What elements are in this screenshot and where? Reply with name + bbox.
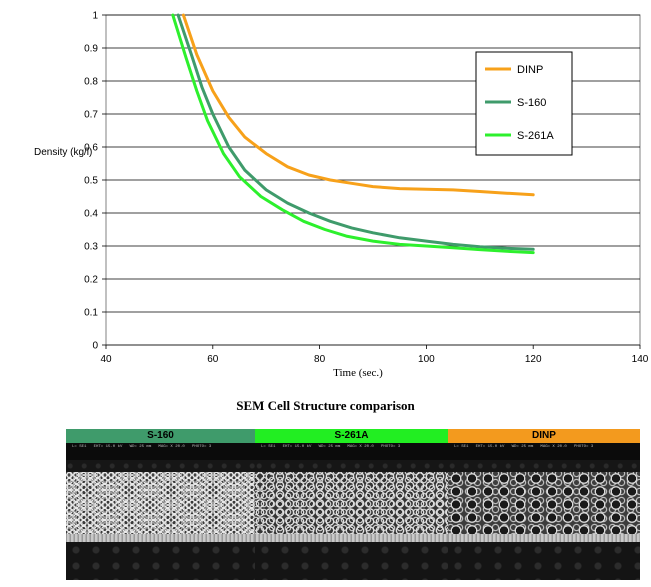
sem-label-s160: S-160	[66, 429, 255, 443]
sem-meta-s160: L= SE1 EHT= 15.0 kV WD= 25 mm MAG= X 20.…	[66, 443, 255, 460]
y-tick-label: 0.7	[84, 110, 98, 121]
series-lines	[171, 13, 535, 255]
sem-meta-s261a: L= SE1 EHT= 15.0 kV WD= 25 mm MAG= X 20.…	[255, 443, 448, 460]
sem-title: SEM Cell Structure comparison	[236, 398, 415, 413]
y-tick-label: 0.8	[84, 77, 98, 88]
sem-meta-dinp: L= SE1 EHT= 15.0 kV WD= 25 mm MAG= X 20.…	[448, 443, 640, 460]
sem-label-s261a: S-261A	[255, 429, 448, 443]
sem-panel-s160: S-160 L= SE1 EHT= 15.0 kV WD= 25 mm MAG=…	[66, 429, 255, 580]
density-chart: 0 0.1 0.2 0.3 0.4 0.5 0.6 0.7 0.8 0.9 1 40 60 80 100 1…	[34, 11, 649, 380]
x-tick-label: 140	[632, 354, 649, 365]
y-tick-label: 0.9	[84, 44, 98, 55]
sem-foam-s160	[66, 472, 255, 534]
y-axis-ticks: 0 0.1 0.2 0.3 0.4 0.5 0.6 0.7 0.8 0.9 1	[84, 11, 106, 352]
sem-foam-dinp	[448, 472, 640, 534]
sem-image-strip: S-160 L= SE1 EHT= 15.0 kV WD= 25 mm MAG=…	[66, 429, 640, 580]
sem-label-dinp: DINP	[448, 429, 640, 443]
x-tick-label: 120	[525, 354, 542, 365]
x-axis-label: Time (sec.)	[333, 367, 383, 379]
x-tick-label: 60	[207, 354, 219, 365]
y-tick-label: 1	[92, 11, 98, 22]
y-tick-label: 0	[92, 341, 98, 352]
series-line-dinp	[181, 13, 535, 197]
legend-label-s-160: S-160	[517, 97, 546, 109]
y-tick-label: 0.1	[84, 308, 98, 319]
legend-label-s-261a: S-261A	[517, 130, 554, 142]
y-tick-label: 0.3	[84, 242, 98, 253]
legend-label-dinp: DINP	[517, 64, 543, 76]
legend: DINP S-160 S-261A	[475, 51, 573, 156]
series-line-s-160	[176, 13, 535, 251]
sem-foam-s261a	[255, 472, 448, 534]
x-tick-label: 40	[100, 354, 112, 365]
y-axis-label: Density (kg/l)	[34, 147, 92, 158]
y-tick-label: 0.6	[84, 143, 98, 154]
sem-panel-dinp: DINP L= SE1 EHT= 15.0 kV WD= 25 mm MAG= …	[448, 429, 640, 580]
y-tick-label: 0.4	[84, 209, 98, 220]
x-axis-ticks: 40 60 80 100 120 140	[100, 345, 649, 365]
series-line-s-261a	[171, 13, 535, 255]
sem-panel-s261a: S-261A L= SE1 EHT= 15.0 kV WD= 25 mm MAG…	[255, 429, 448, 580]
y-tick-label: 0.5	[84, 176, 98, 187]
y-tick-label: 0.2	[84, 275, 98, 286]
x-tick-label: 80	[314, 354, 326, 365]
x-tick-label: 100	[418, 354, 435, 365]
